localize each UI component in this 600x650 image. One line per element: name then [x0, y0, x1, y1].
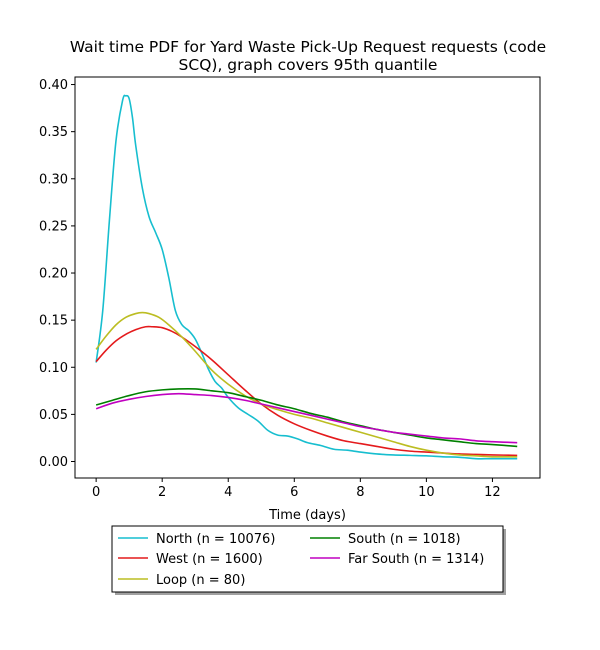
legend-entry-0: North (n = 10076)	[156, 532, 275, 547]
x-axis: 0 2 4 6 8 10 12	[92, 478, 501, 500]
legend-entry-2: Loop (n = 80)	[156, 573, 245, 588]
x-tick-label: 12	[484, 485, 501, 500]
x-tick-label: 6	[290, 485, 298, 500]
x-tick-label: 0	[92, 485, 100, 500]
plot-area-frame	[74, 76, 541, 479]
y-tick-label: 0.20	[39, 267, 68, 282]
y-tick-label: 0.30	[39, 172, 68, 187]
y-tick-label: 0.35	[39, 125, 68, 140]
legend-box	[111, 525, 504, 593]
legend-entry-4: Far South (n = 1314)	[348, 552, 484, 567]
y-tick-label: 0.25	[39, 219, 68, 234]
chart-title: Wait time PDF for Yard Waste Pick-Up Req…	[70, 38, 546, 74]
x-tick-label: 2	[158, 485, 166, 500]
chart-title-line-2: SCQ), graph covers 95th quantile	[179, 56, 438, 74]
legend: North (n = 10076) West (n = 1600) Loop (n …	[111, 525, 506, 595]
y-tick-label: 0.05	[39, 408, 68, 423]
series-line-1	[95, 325, 518, 457]
series-line-0	[95, 94, 518, 460]
y-axis: 0.00 0.05 0.10 0.15 0.20 0.25 0.30 0.35 0.40	[39, 78, 75, 470]
series-line-4	[95, 392, 518, 444]
legend-entry-1: West (n = 1600)	[156, 552, 263, 567]
series-line-3	[95, 387, 518, 448]
plot-series	[95, 94, 518, 460]
chart-title-line-1: Wait time PDF for Yard Waste Pick-Up Req…	[70, 38, 546, 56]
y-tick-label: 0.15	[39, 314, 68, 329]
x-axis-label: Time (days)	[268, 508, 346, 523]
x-tick-label: 10	[418, 485, 435, 500]
y-tick-label: 0.10	[39, 361, 68, 376]
y-tick-label: 0.00	[39, 455, 68, 470]
y-tick-label: 0.40	[39, 78, 68, 93]
x-tick-label: 8	[356, 485, 364, 500]
x-tick-label: 4	[224, 485, 232, 500]
series-line-2	[95, 311, 518, 458]
legend-entry-3: South (n = 1018)	[348, 532, 461, 547]
